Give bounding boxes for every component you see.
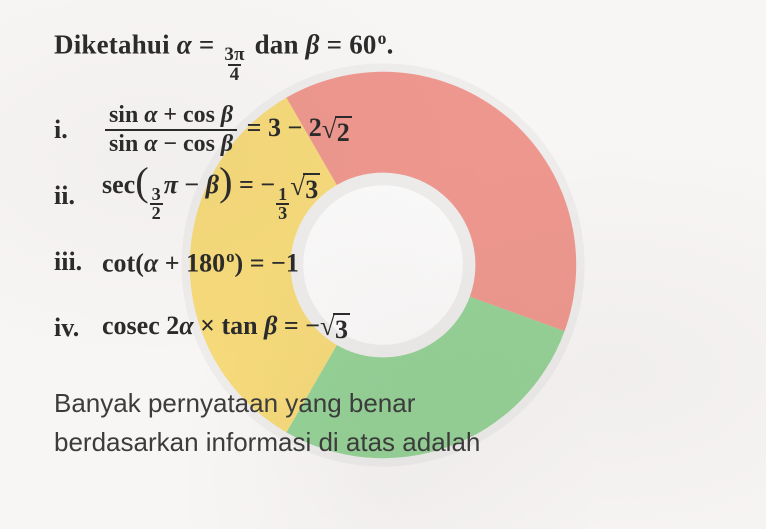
problem-body: Diketahui α = 3π4 dan β = 60o. i. sin α …: [0, 0, 766, 462]
times-tan: × tan: [194, 311, 264, 340]
sqrt-3b: √3: [320, 313, 350, 345]
degree-symbol: o: [378, 28, 387, 48]
beta: β: [264, 311, 277, 340]
equals-2: =: [320, 30, 350, 60]
degree-symbol: o: [226, 247, 234, 266]
i-rhs-a: = 3 − 2: [247, 113, 322, 142]
sqrt-2: √2: [322, 116, 352, 148]
item-i: i. sin α + cos β sin α − cos β = 3 − 2√2: [54, 102, 726, 158]
beta-value: 60: [349, 30, 376, 60]
lhs-fraction: sin α + cos β sin α − cos β: [105, 103, 237, 157]
marker-iii: iii.: [54, 247, 102, 277]
beta: β: [206, 170, 219, 199]
iii-close: ) = −1: [235, 248, 299, 277]
cosec-2: cosec 2: [102, 311, 179, 340]
ii-eq: = −: [233, 170, 276, 199]
given-statement: Diketahui α = 3π4 dan β = 60o.: [54, 28, 726, 84]
sec-fn: sec: [102, 170, 135, 199]
frac-den: 4: [228, 64, 242, 84]
given-prefix: Diketahui: [54, 30, 177, 60]
item-iii: iii. cot(α + 180o) = −1: [54, 234, 726, 290]
alpha-var: α: [177, 30, 192, 60]
item-iv: iv. cosec 2α × tan β = −√3: [54, 300, 726, 356]
alpha: α: [144, 248, 158, 277]
beta-var: β: [306, 30, 320, 60]
period: .: [387, 30, 394, 60]
frac-num: 3π: [222, 46, 246, 64]
frac-3pi-4: 3π4: [222, 46, 246, 84]
question-line-1: Banyak pernyataan yang benar: [54, 384, 726, 423]
frac-1-3: 13: [276, 186, 289, 223]
question-line-2: berdasarkan informasi di atas adalah: [54, 423, 726, 462]
equals-1: =: [192, 30, 222, 60]
marker-ii: ii.: [54, 181, 102, 211]
cot-fn: cot(: [102, 248, 144, 277]
pi: π: [164, 170, 178, 199]
deg-180: 180: [186, 248, 225, 277]
frac-3-2: 32: [150, 186, 163, 223]
given-mid: dan: [248, 30, 306, 60]
statement-list: i. sin α + cos β sin α − cos β = 3 − 2√2…: [54, 102, 726, 356]
sqrt-3: √3: [290, 173, 320, 205]
item-ii: ii. sec(32π − β) = −13√3: [54, 168, 726, 224]
marker-i: i.: [54, 115, 102, 145]
iv-eq: = −: [277, 311, 320, 340]
question-text: Banyak pernyataan yang benar berdasarkan…: [54, 384, 726, 462]
alpha: α: [179, 311, 193, 340]
marker-iv: iv.: [54, 313, 102, 343]
